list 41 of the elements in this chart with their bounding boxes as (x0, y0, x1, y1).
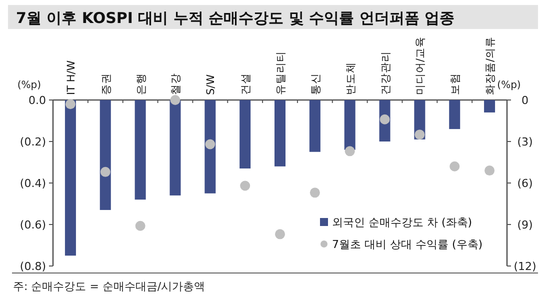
y2-tick-label: 0 (522, 94, 528, 107)
point (344, 146, 355, 156)
x-tick-label: IT H/W (65, 60, 78, 95)
y2-tick-label: (9) (517, 218, 533, 232)
point (240, 180, 250, 191)
text: 주: 순매수강도 = 순매수대금/시가총액 (13, 280, 206, 293)
x-tick-label: 반도체 (344, 62, 357, 95)
y-tick-label: (0.8) (20, 260, 46, 273)
y-tick-label: (0.6) (20, 218, 46, 232)
y2-axis-title: (%p) (497, 80, 521, 91)
x-tick-label: 철강 (170, 73, 182, 95)
legend-label: 7월초 대비 상대 수익률 (우축) (332, 238, 483, 251)
point (170, 95, 180, 105)
point (100, 166, 110, 177)
chart-title: 7월 이후 KOSPI 대비 누적 순매수강도 및 수익률 언더퍼폼 업종 (16, 9, 455, 27)
point (450, 161, 460, 172)
point (205, 139, 216, 150)
x-tick-label: 보험 (450, 73, 462, 95)
x-tick-label: 은행 (135, 73, 148, 95)
legend-label: 외국인 순매수강도 차 (좌축) (332, 216, 472, 229)
point (310, 188, 320, 198)
point (484, 166, 495, 176)
x-tick-label: 건설 (240, 73, 252, 95)
point (135, 220, 146, 231)
x-tick-label: 화장품/의류 (484, 36, 497, 95)
y-tick-label: 0.0 (28, 94, 46, 107)
point (414, 130, 425, 140)
y2-tick-label: (6) (517, 177, 533, 190)
y2-tick-label: (3) (517, 136, 533, 148)
x-tick-label: 미디어/교육 (414, 36, 427, 95)
x-tick-label: 건강관리 (380, 51, 392, 95)
x-tick-label: 통신 (310, 73, 322, 95)
y-axis-title: (%p) (17, 80, 42, 91)
x-tick-label: 증권 (100, 73, 112, 95)
y-tick-label: (0.4) (20, 177, 46, 190)
x-tick-label: 유틸리티 (275, 51, 287, 95)
x-tick-label: S/W (205, 74, 218, 95)
point (275, 229, 285, 240)
point (65, 99, 76, 110)
y-tick-label: (0.2) (20, 136, 46, 148)
y2-tick-label: (12) (514, 260, 536, 273)
